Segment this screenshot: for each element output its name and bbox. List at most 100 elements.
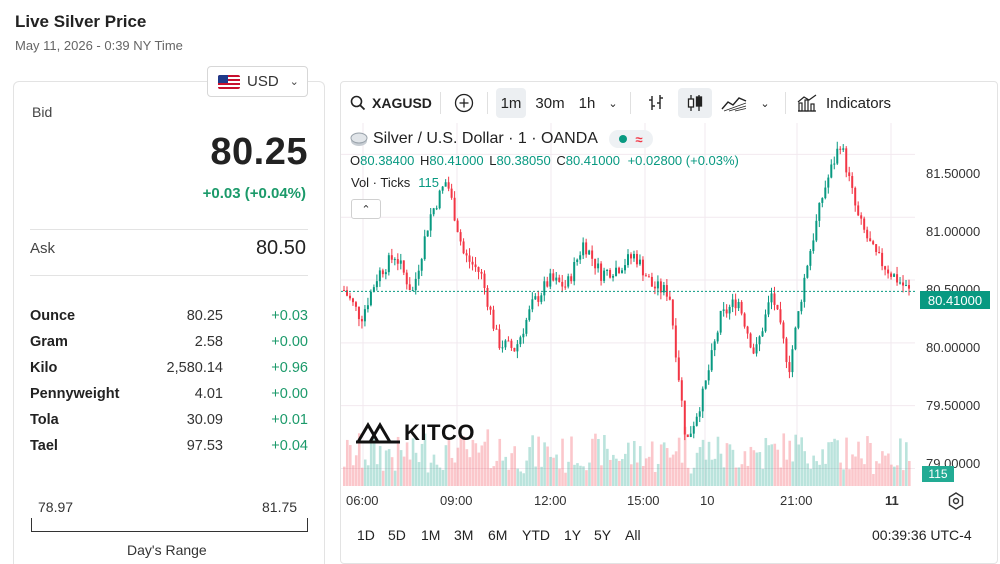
candle-body — [501, 347, 504, 349]
volume-bar — [471, 439, 475, 486]
candle-body — [408, 284, 411, 291]
candle-body — [776, 304, 779, 310]
volume-bar — [755, 452, 759, 486]
toolbar-divider — [785, 92, 786, 114]
volume-bar — [501, 460, 505, 486]
volume-bar — [531, 435, 534, 486]
candle-body — [869, 238, 872, 242]
low-value: 80.38050 — [496, 153, 551, 168]
volume-bar — [875, 461, 878, 486]
volume-bar — [519, 471, 522, 486]
candle-body — [516, 344, 519, 352]
settings-icon[interactable] — [947, 492, 965, 510]
day-range-bar — [31, 518, 308, 532]
candle-body — [450, 188, 453, 198]
candle-body — [351, 298, 354, 303]
volume-bar — [890, 464, 893, 486]
range-1d-button[interactable]: 1D — [357, 527, 375, 543]
volume-bar — [486, 429, 490, 486]
currency-select[interactable]: USD ⌄ — [207, 66, 308, 97]
table-row: Gram 2.58 +0.00 — [30, 329, 308, 355]
volume-bar — [600, 465, 603, 486]
volume-bar — [785, 459, 789, 486]
market-status-badge[interactable]: ≈ — [609, 130, 653, 148]
volume-bar — [689, 473, 693, 486]
volume-bar — [624, 453, 627, 486]
volume-bar — [734, 467, 738, 486]
volume-bar — [567, 461, 570, 486]
volume-bar — [707, 441, 711, 486]
candle-body — [761, 331, 764, 337]
indicators-button[interactable]: Indicators — [796, 88, 896, 118]
candle-body — [441, 186, 444, 191]
candle-body — [890, 273, 893, 277]
indicators-icon — [797, 94, 817, 112]
chart-type-dropdown[interactable]: ⌄ — [756, 88, 774, 118]
range-3m-button[interactable]: 3M — [454, 527, 474, 543]
price-chart[interactable] — [341, 123, 915, 486]
volume-bar — [902, 470, 905, 486]
volume-bar — [591, 438, 594, 486]
volume-bar — [698, 447, 702, 486]
volume-bar — [668, 457, 672, 486]
unit-change: +0.03 — [271, 308, 308, 324]
volume-bar — [677, 437, 681, 486]
volume-bar — [492, 466, 496, 486]
candle-body — [414, 278, 417, 291]
range-1y-button[interactable]: 1Y — [564, 527, 582, 543]
volume-bar — [665, 448, 669, 486]
unit-change: +0.01 — [271, 412, 308, 428]
range-6m-button[interactable]: 6M — [488, 527, 508, 543]
symbol-search[interactable]: XAGUSD — [350, 88, 435, 118]
time-axis-tick: 21:00 — [780, 493, 813, 508]
volume-bar — [351, 465, 355, 486]
candle-body — [662, 285, 665, 293]
interval-1h-button[interactable]: 1h — [578, 94, 596, 112]
volume-bar — [411, 438, 415, 486]
interval-dropdown[interactable]: ⌄ — [604, 88, 622, 118]
volume-bar — [776, 449, 780, 486]
area-chart-type-button[interactable] — [718, 88, 750, 118]
collapse-legend-button[interactable]: ⌃ — [351, 199, 381, 219]
candles-chart-type-button[interactable] — [678, 88, 712, 118]
candle-body — [426, 230, 429, 237]
candle-body — [788, 362, 791, 373]
range-5d-button[interactable]: 5D — [388, 527, 406, 543]
divider — [30, 275, 308, 276]
chart-widget — [340, 81, 998, 564]
candle-body — [549, 273, 552, 287]
range-5y-button[interactable]: 5Y — [594, 527, 612, 543]
volume-bar — [773, 443, 777, 486]
candle-body — [680, 380, 683, 401]
candle-body — [384, 272, 387, 275]
interval-1m-button[interactable]: 1m — [496, 88, 526, 118]
candle-body — [758, 336, 761, 345]
candle-body — [755, 344, 758, 354]
toolbar-divider — [440, 92, 441, 114]
range-ytd-button[interactable]: YTD — [522, 527, 550, 543]
volume-bar — [743, 451, 747, 486]
volume-bar — [884, 455, 887, 486]
bar-chart-type-button[interactable] — [642, 88, 670, 118]
candle-body — [857, 205, 860, 216]
price-axis-tick: 80.00000 — [926, 340, 981, 355]
range-1m-button[interactable]: 1M — [421, 527, 441, 543]
unit-price: 30.09 — [186, 412, 223, 428]
volume-bar — [680, 462, 684, 486]
volume-bar — [618, 460, 621, 486]
volume-bar — [767, 445, 771, 486]
candle-body — [456, 220, 459, 233]
compare-symbol-button[interactable] — [450, 88, 478, 118]
volume-tag: 115 — [922, 466, 954, 482]
candle-body — [779, 309, 782, 323]
candle-body — [429, 214, 432, 231]
volume-value: 115 — [418, 175, 439, 190]
volume-bar — [528, 447, 531, 486]
candle-body — [635, 253, 638, 265]
volume-bar — [450, 457, 454, 486]
indicators-label: Indicators — [826, 94, 892, 112]
candle-body — [597, 263, 600, 269]
interval-30m-button[interactable]: 30m — [535, 94, 565, 112]
candle-body — [624, 265, 627, 271]
range-all-button[interactable]: All — [625, 527, 641, 543]
